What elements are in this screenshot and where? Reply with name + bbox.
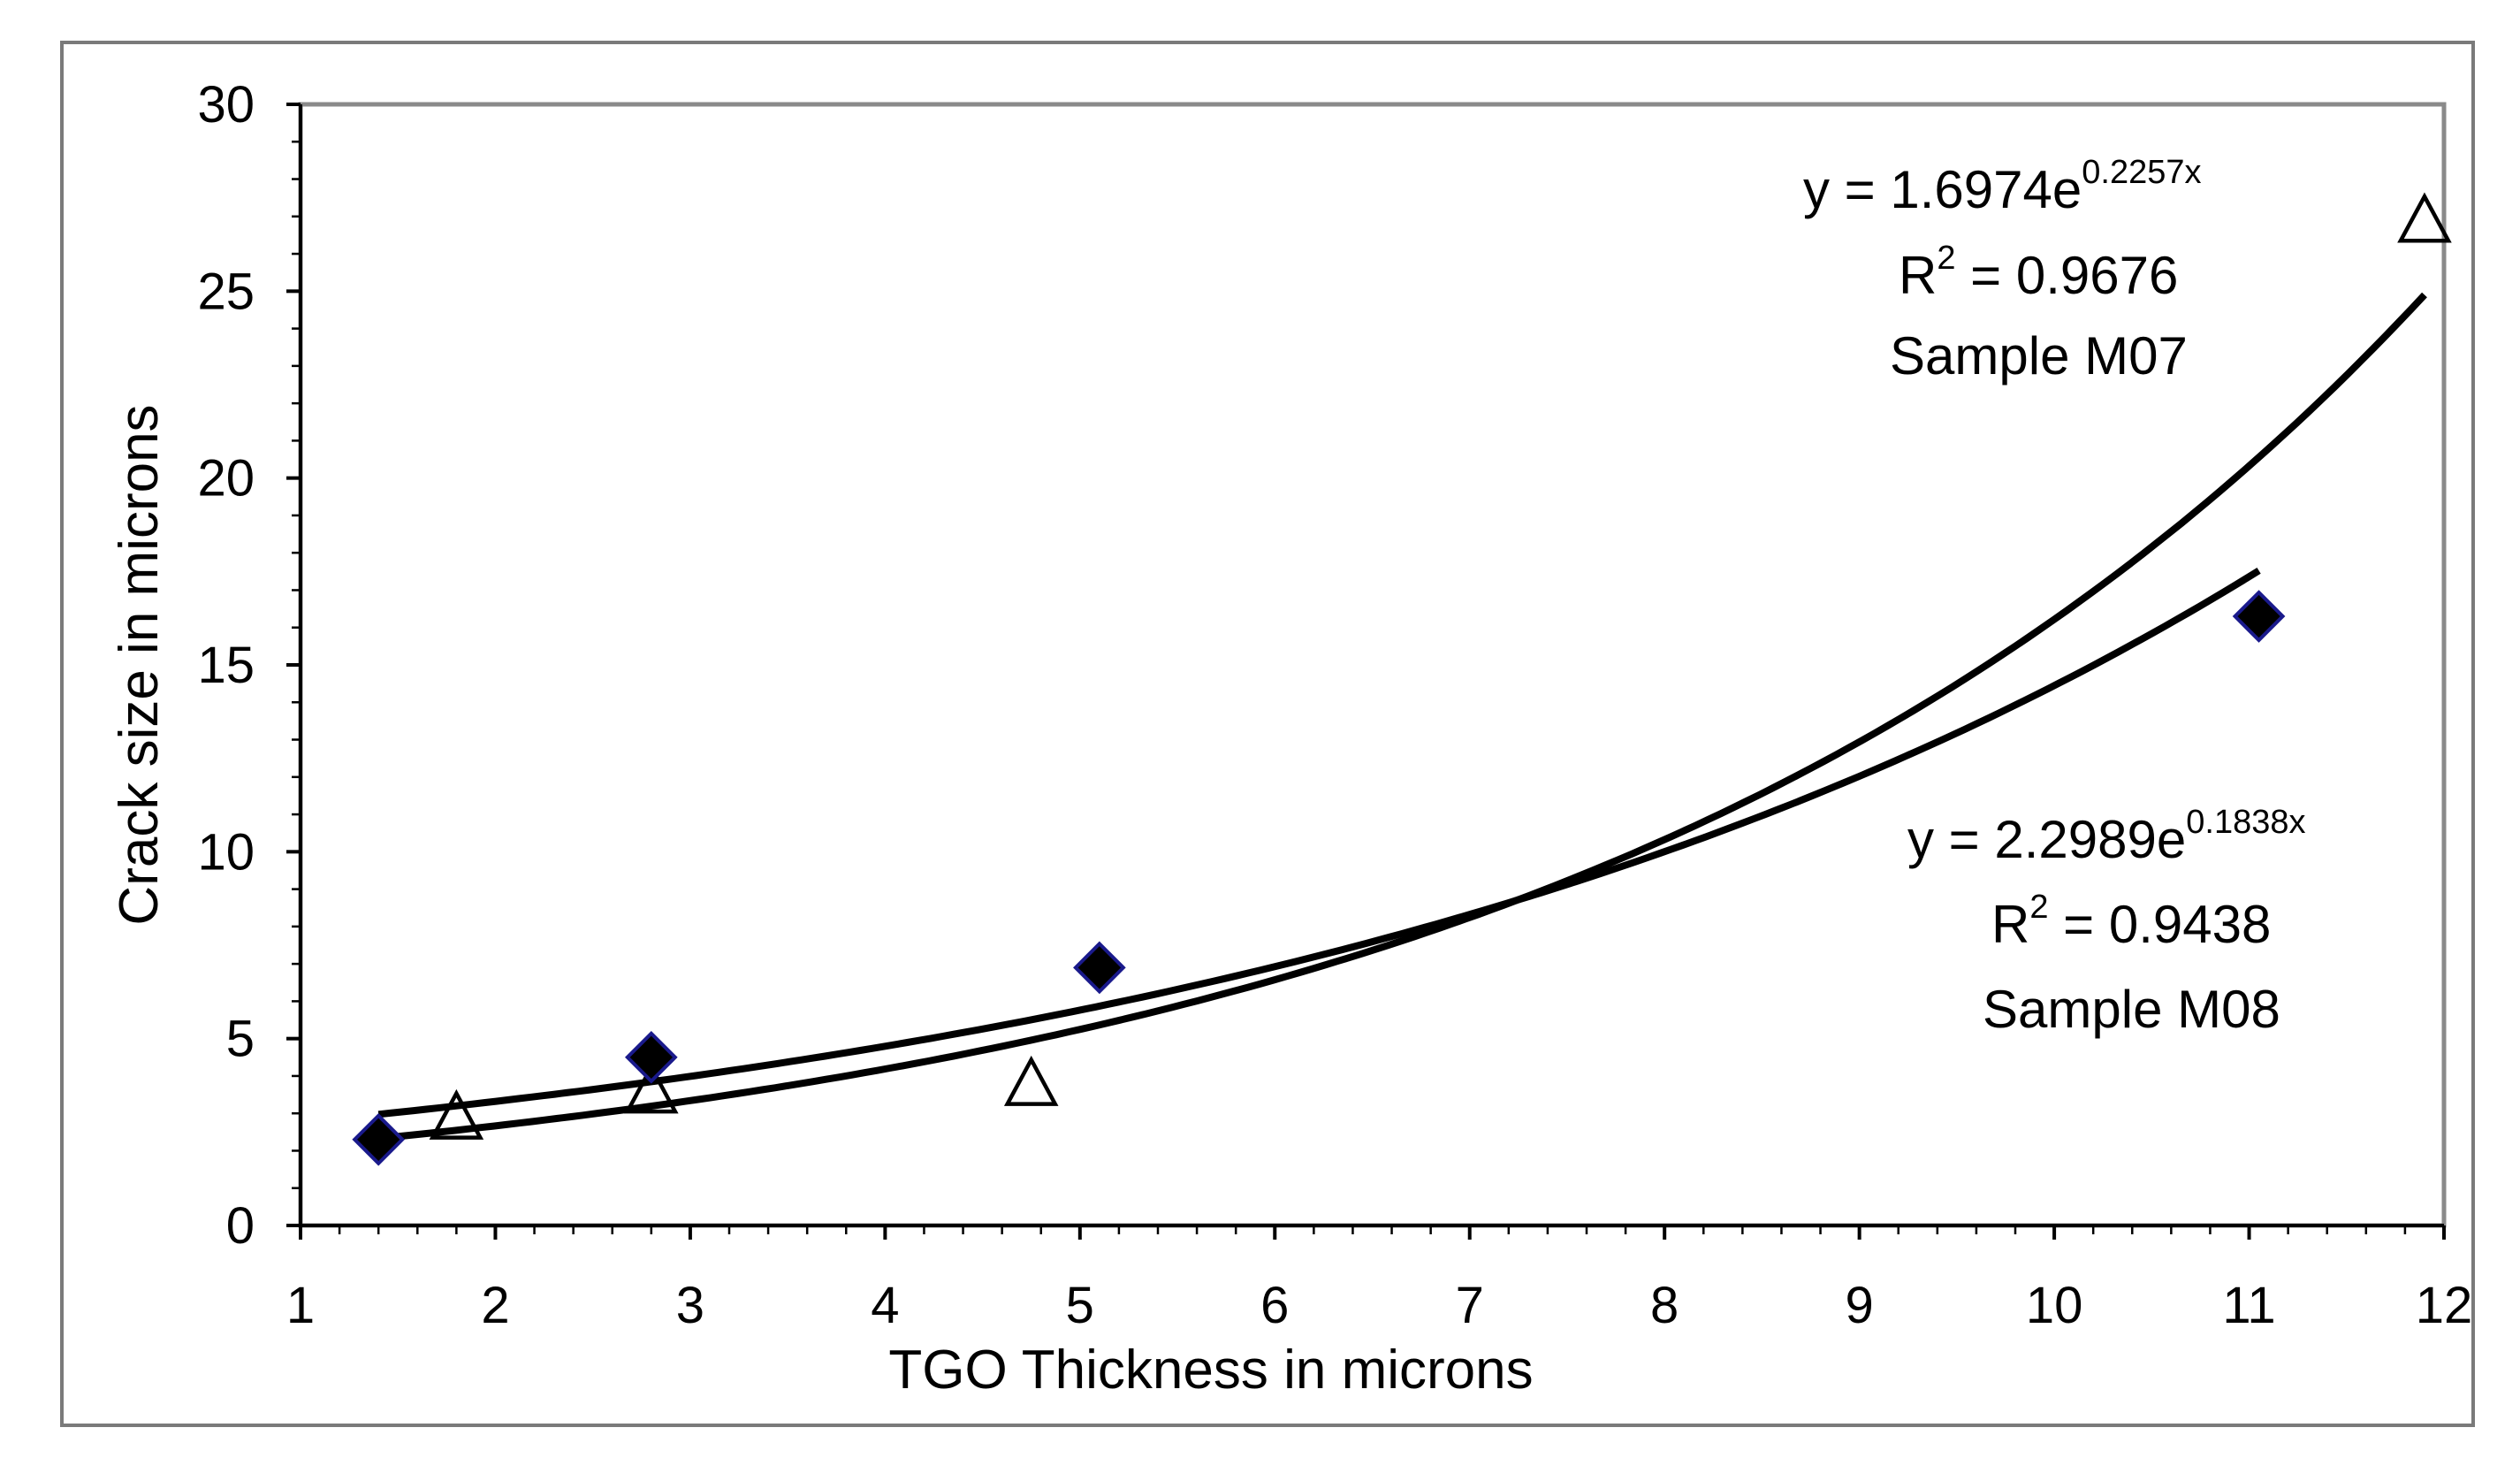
- point-sample-m07-1: [624, 1063, 679, 1114]
- m07-label: Sample M07: [1890, 326, 2188, 386]
- trendline-sample-m08: [377, 567, 2261, 1118]
- x-tick-label-3: 3: [676, 1277, 704, 1334]
- m08-r2-prefix: R: [1991, 895, 2029, 954]
- m07-r2-sup: 2: [1937, 240, 1955, 277]
- x-tick-label-11: 11: [2222, 1277, 2275, 1334]
- m07-r2-value: = 0.9676: [1955, 246, 2178, 305]
- m07-equation: y = 1.6974e0.2257x: [1803, 154, 2202, 219]
- y-tick-label-0: 0: [226, 1197, 255, 1255]
- x-tick-label-5: 5: [1066, 1277, 1094, 1334]
- y-ticks: 0 5 10 15 20 25 30: [197, 76, 301, 1255]
- x-tick-label-7: 7: [1456, 1277, 1484, 1334]
- trendlines: [377, 292, 2427, 1142]
- y-tick-label-5: 5: [226, 1011, 255, 1068]
- chart-frame: [60, 41, 2475, 1427]
- x-tick-label-10: 10: [2026, 1277, 2083, 1334]
- x-tick-label-9: 9: [1846, 1277, 1874, 1334]
- point-sample-m07-2: [1003, 1055, 1059, 1106]
- y-tick-label-30: 30: [197, 76, 255, 134]
- m08-eq-prefix: y = 2.2989e: [1907, 810, 2186, 869]
- m08-r2-value: = 0.9438: [2048, 895, 2271, 954]
- m07-r2-prefix: R: [1899, 246, 1937, 305]
- x-tick-label-8: 8: [1650, 1277, 1679, 1334]
- m08-label: Sample M08: [1983, 980, 2280, 1039]
- x-tick-label-6: 6: [1260, 1277, 1289, 1334]
- point-sample-m07-3: [2397, 192, 2452, 243]
- m07-eq-exponent: 0.2257x: [2082, 154, 2201, 191]
- m07-eq-prefix: y = 1.6974e: [1803, 160, 2082, 219]
- m08-r2: R2 = 0.9438: [1991, 889, 2271, 954]
- x-axis-title: TGO Thickness in microns: [888, 1340, 1533, 1401]
- point-sample-m08-2: [1073, 941, 1126, 995]
- y-tick-label-25: 25: [197, 263, 255, 320]
- x-tick-label-1: 1: [286, 1277, 315, 1334]
- m08-equation: y = 2.2989e0.1838x: [1907, 804, 2306, 869]
- trendline-sample-m07: [377, 292, 2427, 1142]
- y-axis-title: Crack size in microns: [109, 404, 170, 925]
- point-sample-m08-3: [2232, 590, 2286, 643]
- markers: [352, 192, 2452, 1166]
- point-sample-m07-0: [429, 1088, 484, 1140]
- y-tick-label-10: 10: [197, 823, 255, 881]
- x-tick-label-2: 2: [481, 1277, 509, 1334]
- m08-eq-exponent: 0.1838x: [2186, 804, 2305, 841]
- x-tick-label-4: 4: [871, 1277, 899, 1334]
- point-sample-m08-1: [624, 1030, 678, 1084]
- x-tick-label-12: 12: [2416, 1277, 2473, 1334]
- m08-r2-sup: 2: [2029, 889, 2048, 926]
- m07-r2: R2 = 0.9676: [1899, 240, 2178, 305]
- x-ticks: 1 2 3 4 5 6 7 8 9 10 11 12: [286, 1225, 2472, 1334]
- y-tick-label-15: 15: [197, 637, 255, 694]
- y-tick-label-20: 20: [197, 450, 255, 508]
- point-sample-m08-0: [352, 1112, 406, 1166]
